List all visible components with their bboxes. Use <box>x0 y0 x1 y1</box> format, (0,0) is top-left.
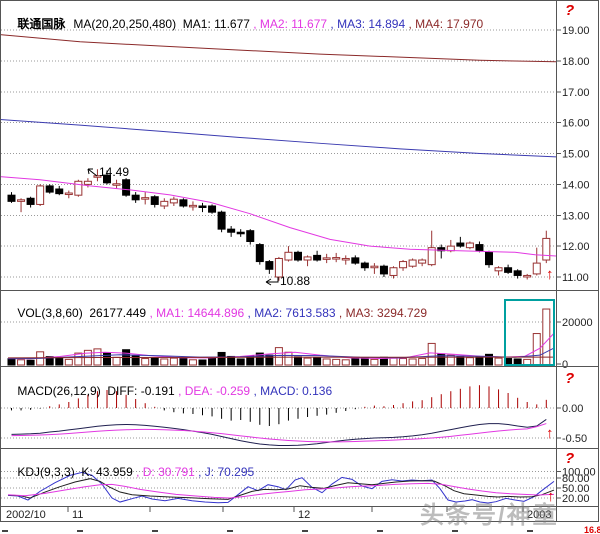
indicator-value: , MA4: 17.970 <box>405 17 484 31</box>
annotation-arrow-icon <box>265 277 279 286</box>
indicator-value: , MA2: 7613.583 <box>244 306 336 320</box>
date-axis: 2002/10 11 12 2003 <box>6 507 551 521</box>
volume-bars <box>7 308 551 366</box>
price-ytick-label: 17.00 <box>562 87 590 99</box>
date-label: 2003 <box>527 509 551 521</box>
low-price-label: 10.88 <box>280 274 311 288</box>
help-icon[interactable]: ? <box>565 2 575 19</box>
d-line <box>7 482 555 499</box>
macd-ytick-label: -0.50 <box>562 433 587 445</box>
macd-histogram <box>11 385 547 426</box>
price-ytick-label: 15.00 <box>562 149 590 161</box>
dea-line <box>11 423 547 443</box>
low-price-annotation: 10.88 <box>263 274 310 288</box>
volume-ytick-label: 0 <box>562 359 568 371</box>
indicator-value: , MACD: 0.136 <box>250 384 333 398</box>
ma-line-MA480 <box>0 34 557 63</box>
buy-signal-arrow-icon: ↑ <box>547 488 555 505</box>
price-axis: 19.00 18.00 17.00 16.00 15.00 14.00 13.00 12.00… <box>1 25 590 284</box>
volume-pane-header: VOL(3,8,60) 26177.449 , MA1: 14644.896 ,… <box>4 292 427 334</box>
date-label: 12 <box>298 509 310 521</box>
price-ytick-label: 12.00 <box>562 241 590 253</box>
help-icon[interactable]: ? <box>565 370 575 387</box>
j-line <box>7 471 555 504</box>
indicator-value: VOL(3,8,60) 26177.449 <box>17 306 147 320</box>
high-price-annotation: 14.49 <box>84 165 129 179</box>
indicator-value: , MA2: 11.677 <box>249 17 328 31</box>
ma-line-MA20 <box>0 176 557 257</box>
price-ytick-label: 19.00 <box>562 25 590 37</box>
volume-ma-lines <box>7 332 555 360</box>
indicator-value: , J: 70.295 <box>194 465 255 479</box>
indicator-value: , DEA: -0.259 <box>174 384 251 398</box>
annotation-arrow-icon <box>87 168 98 177</box>
indicator-value: , MA1: 14644.896 <box>146 306 245 320</box>
price-ma-lines <box>0 34 557 257</box>
ma-line-MA250 <box>0 119 557 158</box>
kdj-ytick-label: 20.00 <box>562 493 590 505</box>
diff-line <box>11 419 547 446</box>
kdj-ytick-label: 80.00 <box>562 473 590 485</box>
help-icon[interactable]: ? <box>565 450 575 467</box>
date-label: 2002/10 <box>6 509 46 521</box>
watermark: 头条号/神童 <box>420 502 559 529</box>
indicator-value: KDJ(9,3,3) K: 43.959 <box>17 465 133 479</box>
main-indicator-values: MA(20,20,250,480) MA1: 11.677 , MA2: 11.… <box>73 17 483 31</box>
buy-signal-arrow-icon: ↑ <box>546 266 554 283</box>
indicator-value: , MA3: 3294.729 <box>335 306 427 320</box>
macd-ytick-label: 0.00 <box>562 403 583 415</box>
indicator-value: MACD(26,12,9) DIFF: -0.191 <box>17 384 175 398</box>
buy-signal-arrow-icon: ↑ <box>546 425 554 442</box>
kdj-ytick-label: 50.00 <box>562 483 590 495</box>
stock-name: 联通国脉 <box>17 17 66 31</box>
volume-indicator-values: VOL(3,8,60) 26177.449 , MA1: 14644.896 ,… <box>17 306 427 320</box>
price-ytick-label: 16.00 <box>562 118 590 130</box>
pane-frame <box>0 0 599 522</box>
price-ytick-label: 11.00 <box>562 272 589 284</box>
price-ytick-label: 18.00 <box>562 56 590 68</box>
k-line <box>7 478 555 500</box>
macd-pane-header: MACD(26,12,9) DIFF: -0.191 , DEA: -0.259… <box>4 370 332 412</box>
indicator-value: , D: 30.791 <box>132 465 195 479</box>
selection-highlight-box <box>504 299 555 366</box>
ma-line-VMA3 <box>7 356 555 359</box>
volume-ytick-label: 20000 <box>562 317 593 329</box>
kdj-lines <box>7 471 555 504</box>
indicator-value: MA1: 11.677 <box>182 17 250 31</box>
date-label: 11 <box>72 509 83 521</box>
high-price-label: 14.49 <box>99 165 130 179</box>
main-pane-header: 联通国脉 MA(20,20,250,480) MA1: 11.677 , MA2:… <box>4 3 483 45</box>
price-ytick-label: 14.00 <box>562 179 590 191</box>
candlestick-series <box>7 169 551 281</box>
macd-lines <box>11 419 547 446</box>
kdj-pane-header: KDJ(9,3,3) K: 43.959 , D: 30.791 , J: 70… <box>4 451 254 493</box>
indicator-value: MA(20,20,250,480) <box>73 17 183 31</box>
corner-red-text: 16.8 <box>584 525 600 534</box>
indicator-value: , MA3: 14.894 <box>327 17 406 31</box>
kdj-ytick-label: 100.00 <box>562 466 596 478</box>
bottom-strip-marks <box>2 530 556 532</box>
macd-indicator-values: MACD(26,12,9) DIFF: -0.191 , DEA: -0.259… <box>17 384 332 398</box>
price-ytick-label: 13.00 <box>562 210 590 222</box>
kdj-indicator-values: KDJ(9,3,3) K: 43.959 , D: 30.791 , J: 70… <box>17 465 254 479</box>
